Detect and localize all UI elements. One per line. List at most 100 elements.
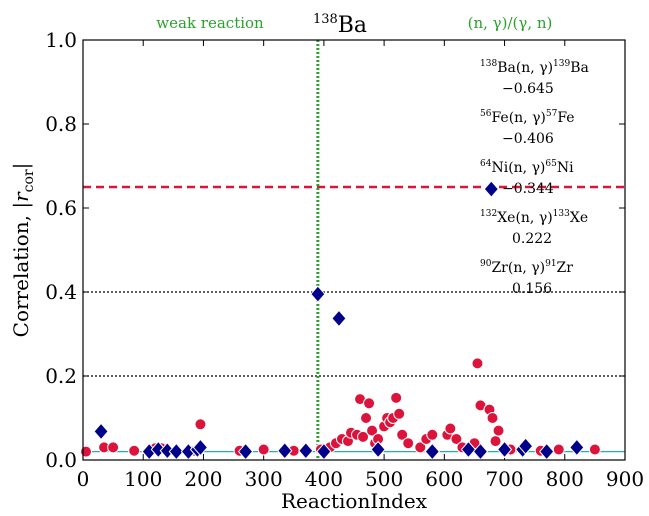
diamond-point (460, 440, 477, 459)
annotation-part: (n, γ) (508, 160, 545, 176)
annotation-reaction: 90Zr(n, γ)91Zr (480, 259, 573, 276)
circle-point (128, 444, 141, 457)
circle-point (366, 424, 379, 437)
circle-point (402, 437, 415, 450)
x-tick-label: 300 (245, 467, 283, 491)
annotation-reaction: 138Ba(n, γ)139Ba (480, 59, 589, 76)
x-tick-label: 600 (425, 467, 463, 491)
circle-point (363, 397, 376, 410)
x-tick-label: 700 (485, 467, 523, 491)
diamond-point (483, 180, 499, 198)
circle-point (450, 433, 463, 445)
annotation-part: Ba (497, 60, 516, 76)
circle-point (588, 443, 601, 456)
y-label-var: r (9, 191, 33, 202)
annotation-value: −0.344 (502, 181, 554, 197)
annotation-value: 0.222 (512, 231, 552, 247)
circle-point (492, 424, 505, 437)
diamond-point (310, 285, 326, 303)
y-tick-label: 0.0 (45, 448, 77, 472)
y-tick-label: 0.8 (45, 112, 77, 136)
y-tick-label: 0.2 (45, 364, 77, 388)
diamond-point (370, 440, 386, 459)
circle-point (257, 443, 270, 456)
annotation-part: Ba (570, 60, 589, 76)
annotation-part: Xe (497, 210, 515, 226)
annotation-reaction: 132Xe(n, γ)133Xe (480, 209, 588, 226)
annotation-part: 57 (546, 109, 558, 119)
title-element: Ba (338, 13, 367, 38)
circle-point (552, 443, 565, 456)
annotation-part: 56 (480, 109, 492, 119)
annotation-part: 91 (545, 259, 556, 269)
annotation-part: 64 (480, 159, 492, 169)
diamond-point (192, 438, 209, 457)
circle-point (489, 435, 502, 448)
annotation-part: (n, γ) (509, 110, 546, 126)
annotation-part: Fe (491, 110, 508, 126)
annotation-part: Fe (557, 110, 574, 126)
annotation-part: 133 (553, 209, 570, 219)
annotation-part: Xe (570, 210, 588, 226)
diamond-point (277, 442, 293, 460)
y-label-sub: cor (21, 169, 37, 192)
diamond-point (496, 440, 513, 459)
diamond-point (517, 437, 534, 455)
plot-frame (82, 39, 626, 461)
circle-point (80, 445, 93, 458)
circle-point (426, 428, 439, 441)
x-tick-label: 500 (365, 467, 403, 491)
annotation-part: Ni (491, 160, 508, 176)
circle-point (396, 428, 409, 441)
annotation-part: Ni (557, 160, 574, 176)
annotation-part: (n, γ) (508, 260, 545, 276)
top-right-label: (n, γ)/(γ, n) (468, 14, 553, 32)
annotation-part: Zr (491, 260, 508, 276)
x-tick-label: 900 (606, 467, 644, 491)
circle-point (194, 418, 207, 431)
annotation-part: (n, γ) (515, 210, 552, 226)
annotation-part: 139 (553, 59, 570, 69)
annotation-value: −0.406 (502, 131, 554, 147)
y-label-end: | (9, 163, 34, 170)
x-tick-label: 400 (305, 467, 343, 491)
diamond-point (331, 309, 347, 328)
y-axis-label: Correlation, |rcor| (9, 163, 37, 338)
circle-point (471, 357, 484, 370)
circle-point (486, 412, 499, 424)
diamond-point (150, 440, 166, 459)
x-axis-label: ReactionIndex (281, 489, 428, 513)
x-tick-label: 800 (546, 467, 584, 491)
annotation-value: −0.645 (502, 81, 554, 97)
annotation-reaction: 64Ni(n, γ)65Ni (480, 159, 574, 176)
annotation-part: (n, γ) (516, 60, 553, 76)
top-left-label: weak reaction (156, 14, 264, 32)
y-tick-label: 0.4 (45, 280, 77, 304)
y-label-text: Correlation, | (9, 202, 34, 337)
circle-point (444, 422, 457, 435)
annotation-value: 0.156 (512, 281, 552, 297)
annotation-part: 65 (545, 159, 557, 169)
y-tick-label: 1.0 (45, 28, 77, 52)
diamond-point (298, 442, 314, 460)
annotation-part: 90 (480, 259, 492, 269)
diamond-point (424, 442, 440, 461)
chart-title: 138Ba (313, 12, 367, 38)
annotation-part: 138 (480, 59, 497, 69)
y-tick-label: 0.6 (45, 196, 77, 220)
circle-point (107, 441, 120, 454)
annotation-part: 132 (480, 209, 497, 219)
annotation-reaction: 56Fe(n, γ)57Fe (480, 109, 575, 126)
x-tick-label: 100 (124, 467, 162, 491)
title-mass: 138 (313, 12, 338, 27)
diamond-point (569, 438, 585, 457)
diamond-point (93, 422, 109, 441)
annotation-part: Zr (557, 260, 574, 276)
circle-point (390, 391, 403, 404)
x-tick-label: 200 (184, 467, 222, 491)
circle-point (357, 430, 370, 443)
circle-point (360, 412, 373, 424)
circle-point (393, 407, 406, 420)
x-tick-label: 0 (77, 467, 90, 491)
